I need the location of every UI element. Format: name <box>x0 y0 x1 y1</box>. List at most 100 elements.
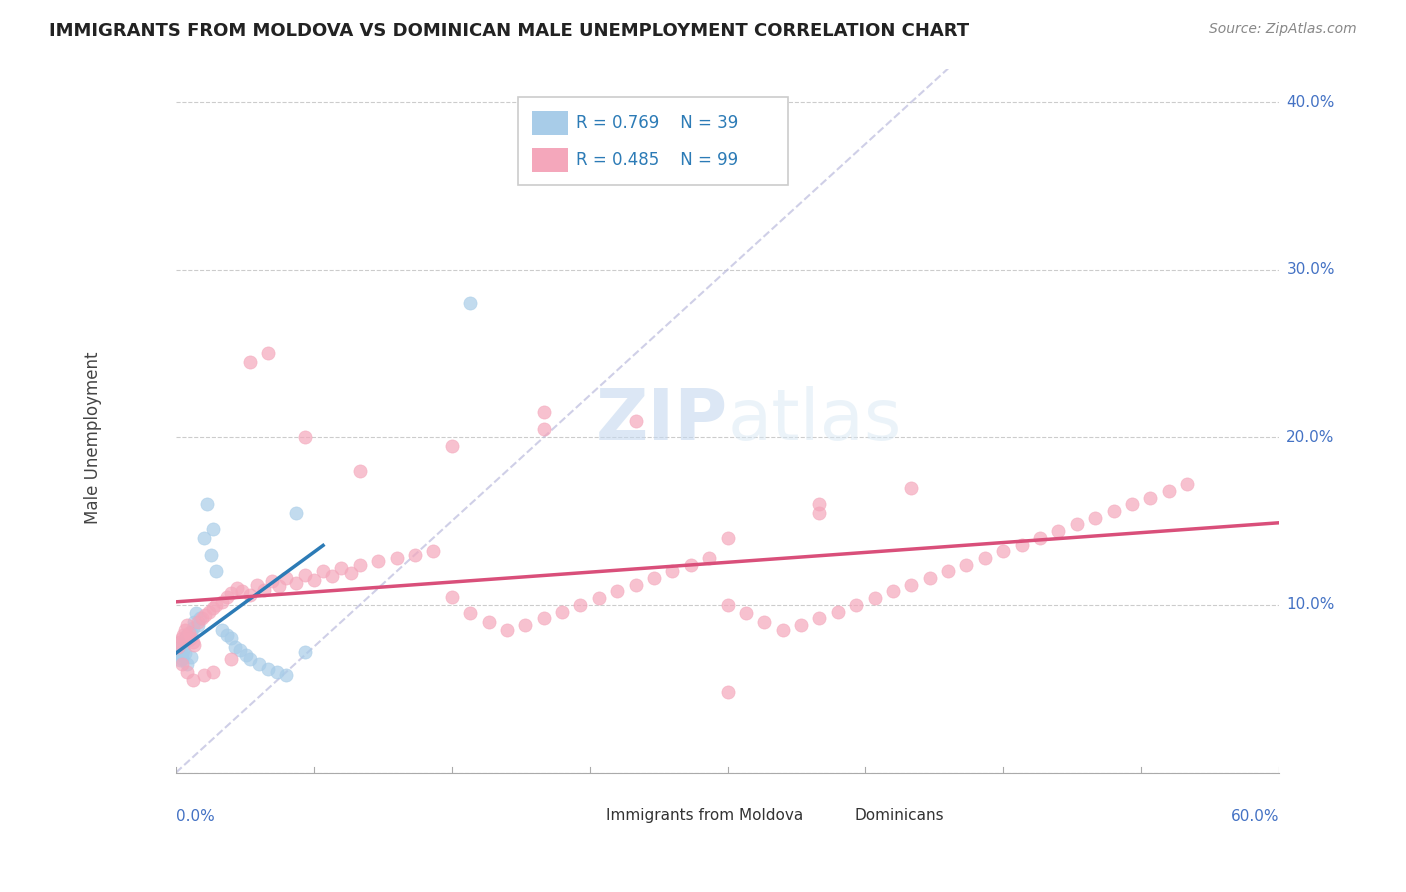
Point <box>716 531 738 545</box>
Point <box>219 632 242 646</box>
Point <box>973 551 995 566</box>
Point <box>900 481 922 495</box>
Point <box>294 567 316 582</box>
Text: Dominicans: Dominicans <box>855 808 943 823</box>
Point <box>496 623 519 637</box>
Point <box>440 439 463 453</box>
Point <box>217 628 239 642</box>
Point <box>181 673 204 688</box>
Point <box>174 623 197 637</box>
Point <box>177 626 200 640</box>
Point <box>183 615 205 629</box>
Point <box>193 531 215 545</box>
Text: R = 0.769    N = 39: R = 0.769 N = 39 <box>576 114 738 132</box>
Point <box>172 643 194 657</box>
FancyBboxPatch shape <box>565 806 599 824</box>
Point <box>174 647 197 661</box>
Point <box>1084 510 1107 524</box>
Point <box>790 618 813 632</box>
Point <box>294 645 316 659</box>
Point <box>224 640 246 654</box>
Point <box>231 584 253 599</box>
Point <box>936 565 959 579</box>
Point <box>247 657 270 671</box>
Point <box>176 657 198 671</box>
Point <box>201 523 224 537</box>
Point <box>187 615 209 629</box>
Point <box>863 591 886 606</box>
Text: Male Unemployment: Male Unemployment <box>84 351 103 524</box>
Text: ZIP: ZIP <box>595 386 727 455</box>
Point <box>302 573 325 587</box>
Point <box>172 628 194 642</box>
Point <box>661 565 683 579</box>
Text: atlas: atlas <box>727 386 901 455</box>
Point <box>205 598 228 612</box>
Point <box>225 581 247 595</box>
Point <box>186 607 208 621</box>
Point <box>569 598 592 612</box>
Point <box>246 578 269 592</box>
Point <box>458 296 481 310</box>
Point <box>235 648 257 662</box>
Text: 30.0%: 30.0% <box>1286 262 1334 277</box>
Point <box>458 607 481 621</box>
Point <box>180 649 202 664</box>
Point <box>169 653 191 667</box>
Point <box>180 626 202 640</box>
Point <box>201 665 224 679</box>
Point <box>1102 504 1125 518</box>
Point <box>219 651 242 665</box>
Point <box>170 648 193 662</box>
FancyBboxPatch shape <box>814 806 846 824</box>
Point <box>808 506 831 520</box>
Point <box>1121 497 1143 511</box>
Point <box>219 586 242 600</box>
Point <box>367 554 389 568</box>
Point <box>1011 537 1033 551</box>
Point <box>339 566 361 580</box>
Point <box>349 558 371 572</box>
Point <box>349 464 371 478</box>
Point <box>716 685 738 699</box>
Point <box>238 355 260 369</box>
Point <box>211 623 233 637</box>
Point <box>993 544 1015 558</box>
Point <box>181 634 204 648</box>
Point <box>180 632 202 646</box>
Point <box>643 571 665 585</box>
Point <box>211 594 233 608</box>
Point <box>276 668 298 682</box>
Point <box>176 618 198 632</box>
Point <box>1139 491 1161 505</box>
Point <box>533 422 555 436</box>
Point <box>385 551 408 566</box>
Point <box>187 618 209 632</box>
Point <box>918 571 941 585</box>
Point <box>1157 483 1180 498</box>
Point <box>181 621 204 635</box>
Point <box>188 611 211 625</box>
FancyBboxPatch shape <box>533 148 568 172</box>
Point <box>1047 524 1070 538</box>
Point <box>1029 531 1052 545</box>
Point <box>200 548 222 562</box>
Point <box>201 601 224 615</box>
Point <box>190 611 212 625</box>
Point <box>754 615 776 629</box>
Point <box>312 565 335 579</box>
Point <box>1175 477 1198 491</box>
Point <box>172 638 194 652</box>
Point <box>588 591 610 606</box>
Point <box>477 615 499 629</box>
Point <box>170 651 193 665</box>
Point <box>679 558 702 572</box>
Point <box>330 561 353 575</box>
Point <box>194 607 217 622</box>
Point <box>284 576 307 591</box>
Text: Immigrants from Moldova: Immigrants from Moldova <box>606 808 803 823</box>
Point <box>176 628 198 642</box>
Point <box>169 634 191 648</box>
Point <box>176 665 198 679</box>
Text: IMMIGRANTS FROM MOLDOVA VS DOMINICAN MALE UNEMPLOYMENT CORRELATION CHART: IMMIGRANTS FROM MOLDOVA VS DOMINICAN MAL… <box>49 22 969 40</box>
